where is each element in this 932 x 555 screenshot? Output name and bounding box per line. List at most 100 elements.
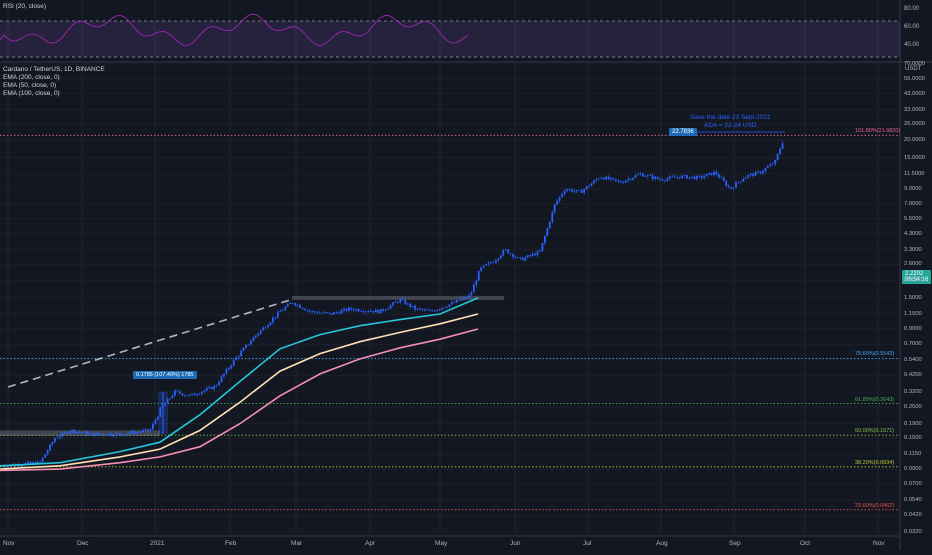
candle-body	[480, 267, 483, 271]
candle-body	[174, 390, 176, 396]
candle-body	[725, 181, 728, 186]
candle-body	[544, 235, 546, 244]
candle-body	[553, 204, 556, 213]
candle-body	[487, 262, 490, 265]
time-tick-8: Jul	[583, 540, 592, 547]
candle-body	[257, 333, 260, 336]
candle-body	[708, 172, 710, 175]
candle-body	[514, 257, 517, 258]
candle-body	[31, 462, 34, 464]
candle-body	[44, 454, 46, 458]
candle-body	[766, 166, 769, 169]
candle-body	[566, 189, 568, 192]
candle-body	[389, 305, 392, 309]
candle-body	[323, 312, 326, 314]
candle-body	[328, 312, 331, 314]
candle-body	[394, 301, 397, 303]
candle-body	[583, 189, 585, 193]
candle-body	[137, 431, 140, 433]
candle-body	[218, 382, 220, 386]
symbol-title: Cardano / TetherUS, 1D, BINANCE	[3, 66, 105, 73]
candle-body	[198, 394, 201, 395]
candle-body	[27, 461, 29, 464]
candle-body	[286, 303, 289, 307]
target-price-badge: 22.7836	[669, 128, 697, 136]
candle-body	[149, 429, 152, 431]
candle-body	[703, 176, 706, 179]
candle-body	[416, 308, 419, 310]
candle-body	[732, 187, 735, 189]
candle-body	[269, 322, 272, 326]
candle-body	[401, 299, 404, 301]
candle-body	[100, 434, 103, 435]
candle-body	[409, 303, 412, 307]
candle-body	[362, 311, 365, 313]
price-tick-9: 7.0000	[904, 201, 922, 208]
candle-body	[468, 295, 470, 298]
candle-body	[465, 297, 468, 299]
candle-body	[720, 177, 723, 179]
candle-body	[477, 270, 480, 281]
candle-body	[568, 189, 571, 191]
candle-body	[115, 433, 118, 436]
candle-body	[296, 304, 299, 306]
candle-body	[66, 432, 69, 434]
price-tick-17: 0.9000	[904, 325, 922, 332]
rsi-tick-1: 60.00	[904, 24, 920, 30]
rsi-band	[0, 21, 900, 57]
annotation-line-2: ADA = 22-24 USD	[704, 122, 757, 129]
candle-body	[622, 182, 625, 184]
candle-body	[68, 431, 71, 434]
candle-body	[762, 171, 764, 174]
candle-body	[281, 309, 284, 311]
candle-body	[250, 341, 252, 345]
candle-body	[512, 253, 514, 258]
candle-body	[73, 429, 76, 434]
rsi-tick-2: 40.00	[904, 42, 920, 48]
candle-body	[713, 171, 715, 176]
ema200-line	[0, 328, 479, 472]
candle-body	[759, 171, 762, 174]
price-tick-7: 11.5000	[904, 170, 925, 177]
candle-body	[502, 250, 505, 256]
candle-body	[617, 180, 620, 182]
candle-body	[61, 432, 64, 437]
candle-body	[715, 171, 718, 175]
candle-body	[651, 175, 654, 179]
candle-body	[205, 388, 208, 391]
fib-label-1: 78.60%(0.5543)	[855, 351, 895, 358]
candle-body	[644, 176, 647, 178]
candle-body	[727, 185, 730, 188]
candle-body	[313, 311, 316, 313]
candle-body	[377, 309, 380, 314]
candle-body	[22, 465, 24, 466]
candle-body	[154, 420, 157, 424]
candle-body	[201, 391, 203, 395]
candle-body	[254, 335, 257, 338]
candle-body	[749, 173, 752, 176]
candle-body	[595, 179, 598, 181]
candle-body	[776, 153, 779, 160]
candle-body	[19, 465, 22, 467]
candle-body	[374, 309, 377, 313]
candle-body	[600, 177, 603, 179]
price-tick-29: 0.0420	[904, 512, 922, 519]
candle-body	[54, 438, 56, 443]
time-tick-1: Dec	[77, 540, 89, 547]
candle-body	[485, 264, 487, 266]
candle-body	[166, 398, 169, 404]
price-tick-2: 43.0000	[904, 90, 925, 97]
candle-body	[384, 309, 387, 311]
candle-body	[629, 178, 632, 180]
candle-body	[215, 385, 218, 386]
candle-body	[556, 200, 559, 205]
candle-body	[436, 309, 438, 312]
candle-body	[93, 432, 95, 436]
fib-label-3: 50.00%(0.1571)	[855, 428, 895, 435]
time-tick-5: Apr	[365, 540, 376, 547]
candle-body	[541, 243, 544, 252]
ema50-line	[0, 297, 479, 467]
candle-body	[289, 302, 291, 304]
